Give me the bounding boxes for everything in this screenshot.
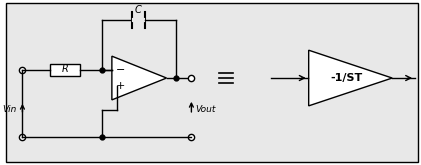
Bar (50, 64, 80, 76)
Text: +: + (116, 81, 125, 91)
Text: Vin: Vin (2, 105, 16, 114)
Polygon shape (112, 56, 167, 100)
Text: R: R (62, 64, 69, 74)
Text: −: − (116, 65, 125, 75)
Text: -1/ST: -1/ST (330, 73, 362, 83)
Polygon shape (309, 50, 392, 106)
Text: C: C (135, 5, 141, 16)
Text: Vout: Vout (195, 105, 216, 114)
